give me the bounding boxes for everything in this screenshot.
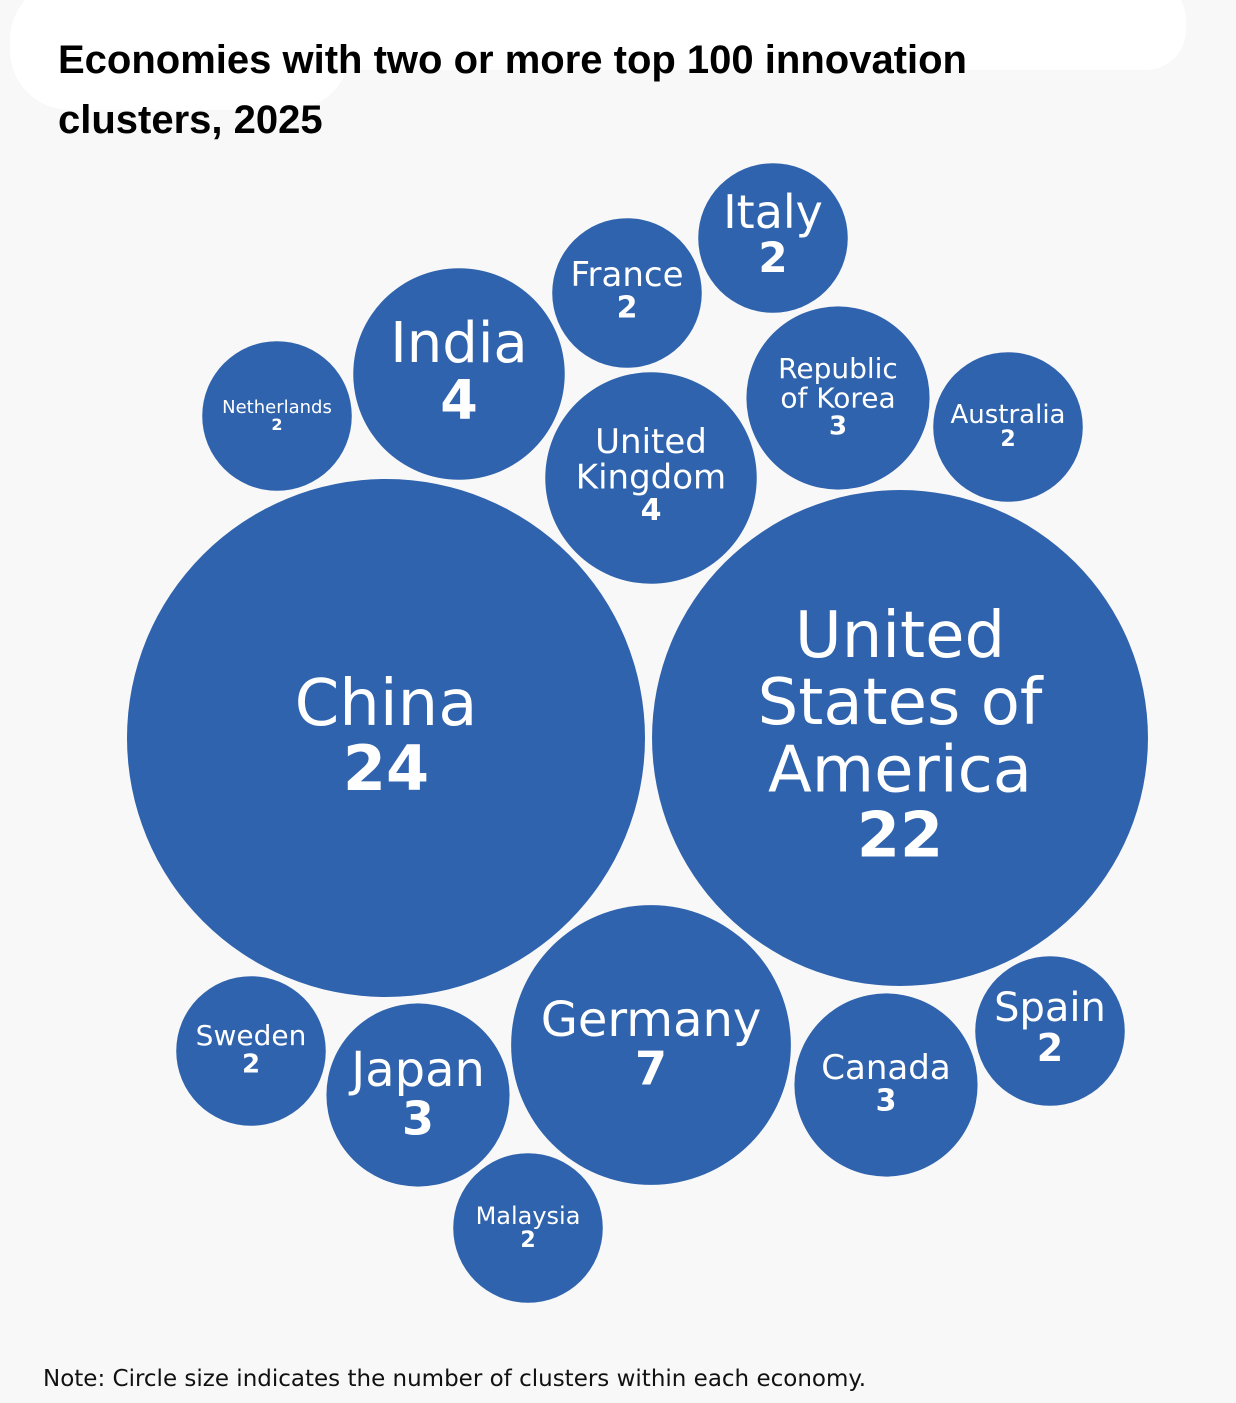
bubble-label: Italy xyxy=(723,185,823,239)
bubble-label: Japan xyxy=(348,1042,485,1098)
bubble-label: United States of America xyxy=(758,599,1044,807)
bubble-circle xyxy=(552,218,702,368)
bubble-circle xyxy=(453,1153,603,1303)
bubble-label: Spain xyxy=(994,985,1106,1031)
bubble-value: 3 xyxy=(876,1084,897,1119)
bubble-circle xyxy=(698,163,848,313)
bubble-circle xyxy=(353,268,565,480)
bubble-label: China xyxy=(295,667,478,741)
bubble-value: 4 xyxy=(440,369,478,432)
bubble-value: 4 xyxy=(641,493,662,528)
bubble-value: 2 xyxy=(1000,427,1015,452)
chart-title: Economies with two or more top 100 innov… xyxy=(58,38,967,142)
bubble-value: 2 xyxy=(271,415,282,434)
bubble-circle xyxy=(127,479,645,997)
bubble-value: 24 xyxy=(343,732,429,805)
bubble-label: Malaysia xyxy=(476,1202,581,1230)
bubble-circle xyxy=(511,905,791,1185)
bubble-label: India xyxy=(390,311,527,376)
bubble-label: Germany xyxy=(541,992,762,1048)
bubble-circle xyxy=(176,976,326,1126)
bubble-circle xyxy=(202,341,352,491)
bubble-label: United Kingdom xyxy=(576,422,726,498)
bubble-value: 3 xyxy=(402,1091,434,1145)
bubble-circle xyxy=(652,490,1148,986)
bubble-circle xyxy=(794,993,978,1177)
bubble-value: 3 xyxy=(829,412,847,442)
bubble-circle xyxy=(545,372,757,584)
bubble-label: Sweden xyxy=(196,1019,307,1052)
chart-note: Note: Circle size indicates the number o… xyxy=(43,1366,867,1392)
bubble-value: 2 xyxy=(617,291,638,326)
bubble-value: 22 xyxy=(857,799,943,872)
bubble-label: Australia xyxy=(950,400,1065,430)
bubble-value: 2 xyxy=(520,1228,535,1253)
bubble-label: Canada xyxy=(821,1048,950,1088)
background-shape xyxy=(10,0,350,110)
bubble-circle xyxy=(975,956,1125,1106)
background-shape xyxy=(300,0,1186,70)
bubble-value: 2 xyxy=(758,233,787,282)
bubble-circle xyxy=(746,306,930,490)
bubble-label: France xyxy=(570,255,683,295)
bubble-value: 7 xyxy=(635,1041,667,1095)
bubble-label: Netherlands xyxy=(222,397,332,418)
bubble-circle xyxy=(326,1003,510,1187)
bubble-label: Republic of Korea xyxy=(778,352,898,414)
bubble-value: 2 xyxy=(242,1049,260,1079)
bubble-circle xyxy=(933,352,1083,502)
bubble-value: 2 xyxy=(1037,1026,1063,1070)
